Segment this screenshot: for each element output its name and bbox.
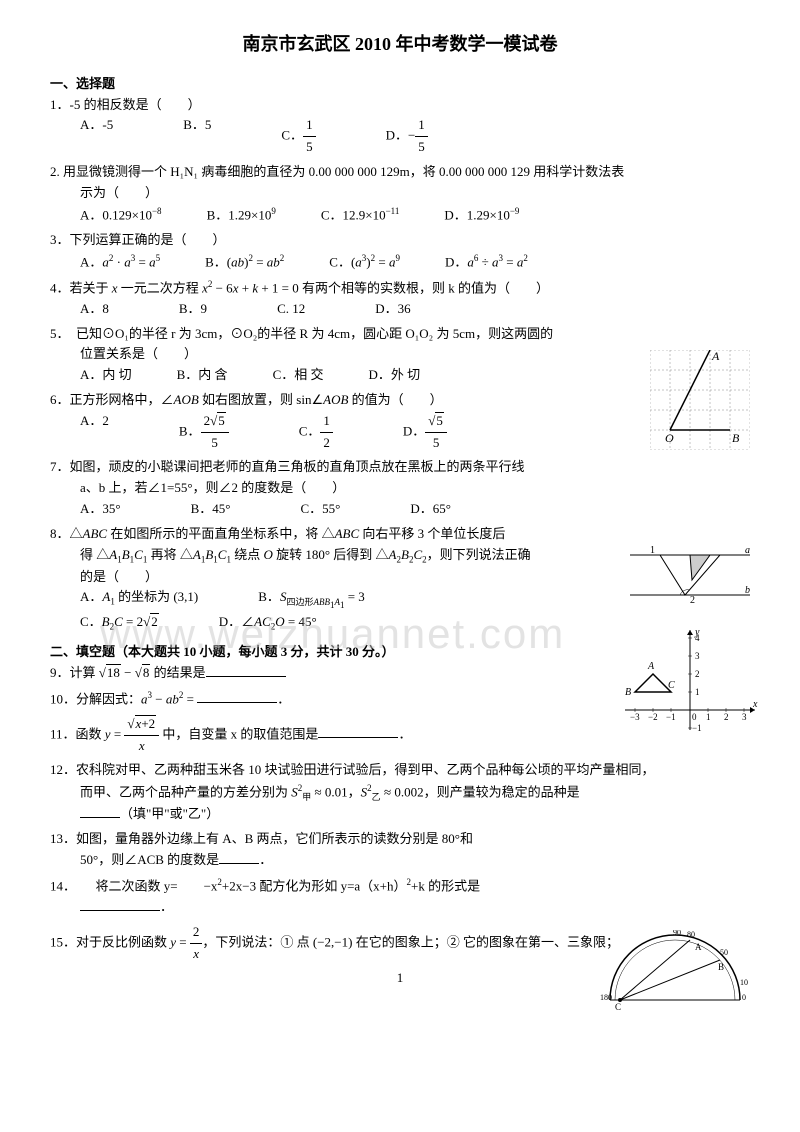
section-1-header: 一、选择题 — [50, 74, 750, 95]
q6-text: 6．正方形网格中，∠AOB 如右图放置，则 sin∠AOB 的值为（ ） — [50, 390, 750, 411]
svg-text:−1: −1 — [692, 723, 702, 733]
svg-text:C: C — [615, 1002, 621, 1010]
q1-text: 1．-5 的相反数是（ ） — [50, 95, 750, 116]
svg-text:C: C — [668, 680, 675, 691]
svg-text:−3: −3 — [630, 712, 640, 722]
q1-optC: C．15 — [281, 115, 315, 158]
svg-text:A: A — [647, 661, 655, 672]
svg-text:O: O — [665, 431, 674, 445]
svg-text:1: 1 — [695, 687, 700, 697]
q7-line1: 7．如图，顽皮的小聪课间把老师的直角三角板的直角顶点放在黑板上的两条平行线 — [50, 457, 750, 478]
svg-text:2: 2 — [695, 669, 700, 679]
q7-optA: A．35° — [80, 499, 121, 520]
question-1: 1．-5 的相反数是（ ） A．-5 B．5 C．15 D．−15 — [50, 95, 750, 158]
svg-text:1: 1 — [650, 545, 655, 556]
q5-line1: 5． 已知⊙O₁的半径 r 为 3cm，⊙O₂的半径 R 为 4cm，圆心距 O… — [50, 324, 750, 345]
q5-optD: D．外 切 — [368, 365, 420, 386]
svg-text:180: 180 — [600, 993, 612, 1002]
svg-text:3: 3 — [695, 651, 700, 661]
q7-line2: a、b 上，若∠1=55°，则∠2 的度数是（ ） — [80, 478, 750, 499]
q1-optB: B．5 — [183, 115, 211, 158]
svg-text:−1: −1 — [666, 712, 676, 722]
q8-line1: 8．△ABC 在如图所示的平面直角坐标系中，将 △ABC 向右平移 3 个单位长… — [50, 524, 750, 545]
svg-text:1: 1 — [706, 712, 711, 722]
q3-optB: B．(ab)2 = ab2 — [205, 251, 284, 273]
svg-text:50: 50 — [720, 948, 728, 957]
svg-text:2: 2 — [724, 712, 729, 722]
svg-text:−2: −2 — [648, 712, 658, 722]
svg-text:b: b — [745, 585, 750, 596]
q6-optB: B．2√55 — [179, 411, 229, 454]
figure-triangle-lines: a b 1 2 — [630, 545, 750, 605]
svg-text:B: B — [732, 431, 740, 445]
q5-optC: C．相 交 — [273, 365, 324, 386]
q7-optC: C．55° — [300, 499, 340, 520]
question-13: 13．如图，量角器外边缘上有 A、B 两点，它们所表示的读数分别是 80°和 5… — [50, 829, 750, 871]
figure-protractor: 90 80 50 10 0 180 A B C — [600, 930, 750, 1010]
q8-optD: D．∠AC2O = 45° — [219, 612, 317, 634]
svg-text:A: A — [695, 942, 702, 952]
svg-text:90: 90 — [673, 930, 681, 937]
svg-text:A: A — [711, 350, 720, 363]
q12-line2: 而甲、乙两个品种产量的方差分别为 S2甲 ≈ 0.01，S2乙 ≈ 0.002，… — [80, 781, 750, 804]
q5-optB: B．内 含 — [177, 365, 228, 386]
q3-optA: A．a2 · a3 = a5 — [80, 251, 160, 273]
question-14: 14． 将二次函数 y= −x2+2x−3 配方化为形如 y=a（x+h）2+k… — [50, 875, 750, 918]
q2-optB: B．1.29×109 — [207, 204, 276, 226]
q4-optC: C. 12 — [277, 299, 305, 320]
q4-optA: A．8 — [80, 299, 109, 320]
q7-optD: D．65° — [410, 499, 451, 520]
q4-optB: B．9 — [179, 299, 207, 320]
question-7: 7．如图，顽皮的小聪课间把老师的直角三角板的直角顶点放在黑板上的两条平行线 a、… — [50, 457, 750, 519]
q5-optA: A．内 切 — [80, 365, 132, 386]
q12-line3: （填"甲"或"乙"） — [80, 804, 750, 825]
question-6: 6．正方形网格中，∠AOB 如右图放置，则 sin∠AOB 的值为（ ） A．2… — [50, 390, 750, 453]
page-title: 南京市玄武区 2010 年中考数学一模试卷 — [50, 30, 750, 59]
q2-optC: C．12.9×10−11 — [321, 204, 400, 226]
svg-text:10: 10 — [740, 978, 748, 987]
svg-text:x: x — [752, 699, 758, 710]
q2-optD: D．1.29×10−9 — [444, 204, 519, 226]
q3-optD: D．a6 ÷ a3 = a2 — [445, 251, 528, 273]
q8-optC: C．B2C = 2√2 — [80, 612, 159, 634]
q6-optC: C．12 — [299, 411, 333, 454]
svg-text:B: B — [718, 962, 724, 972]
q2-optA: A．0.129×10−8 — [80, 204, 162, 226]
svg-text:4: 4 — [695, 633, 700, 643]
q13-line1: 13．如图，量角器外边缘上有 A、B 两点，它们所表示的读数分别是 80°和 — [50, 829, 750, 850]
svg-text:3: 3 — [742, 712, 747, 722]
svg-text:B: B — [625, 687, 631, 698]
figure-grid-angle: O A B — [650, 350, 750, 450]
figure-coordinate-system: x y A B C −3−2 −10 12 3 12 34 −1 — [620, 625, 760, 735]
q3-text: 3．下列运算正确的是（ ） — [50, 230, 750, 251]
q1-optA: A．-5 — [80, 115, 113, 158]
q4-text: 4．若关于 x 一元二次方程 x2 − 6x + k + 1 = 0 有两个相等… — [50, 277, 750, 299]
q4-optD: D．36 — [375, 299, 410, 320]
question-2: 2. 用显微镜测得一个 H₁N₁ 病毒细胞的直径为 0.00 000 000 1… — [50, 162, 750, 226]
svg-text:0: 0 — [742, 993, 746, 1002]
svg-text:a: a — [745, 545, 750, 556]
svg-text:2: 2 — [690, 595, 695, 605]
q8-optB: B．S四边形ABB1A1 = 3 — [258, 587, 365, 612]
svg-text:0: 0 — [692, 712, 697, 722]
q1-optD: D．−15 — [386, 115, 428, 158]
q12-line1: 12．农科院对甲、乙两种甜玉米各 10 块试验田进行试验后，得到甲、乙两个品种每… — [50, 760, 750, 781]
question-4: 4．若关于 x 一元二次方程 x2 − 6x + k + 1 = 0 有两个相等… — [50, 277, 750, 320]
question-12: 12．农科院对甲、乙两种甜玉米各 10 块试验田进行试验后，得到甲、乙两个品种每… — [50, 760, 750, 825]
q6-optA: A．2 — [80, 411, 109, 454]
q13-line2: 50°，则∠ACB 的度数是． — [80, 850, 750, 871]
svg-text:80: 80 — [687, 930, 695, 939]
q2-line2: 示为（ ） — [80, 183, 750, 204]
q7-optB: B．45° — [191, 499, 231, 520]
q3-optC: C．(a3)2 = a9 — [329, 251, 400, 273]
page-number: 1 — [397, 968, 404, 989]
q8-optA: A．A1 的坐标为 (3,1) — [80, 587, 198, 612]
q6-optD: D．√55 — [403, 411, 447, 454]
question-3: 3．下列运算正确的是（ ） A．a2 · a3 = a5 B．(ab)2 = a… — [50, 230, 750, 273]
q2-line1: 2. 用显微镜测得一个 H₁N₁ 病毒细胞的直径为 0.00 000 000 1… — [50, 162, 750, 183]
question-5: 5． 已知⊙O₁的半径 r 为 3cm，⊙O₂的半径 R 为 4cm，圆心距 O… — [50, 324, 750, 386]
